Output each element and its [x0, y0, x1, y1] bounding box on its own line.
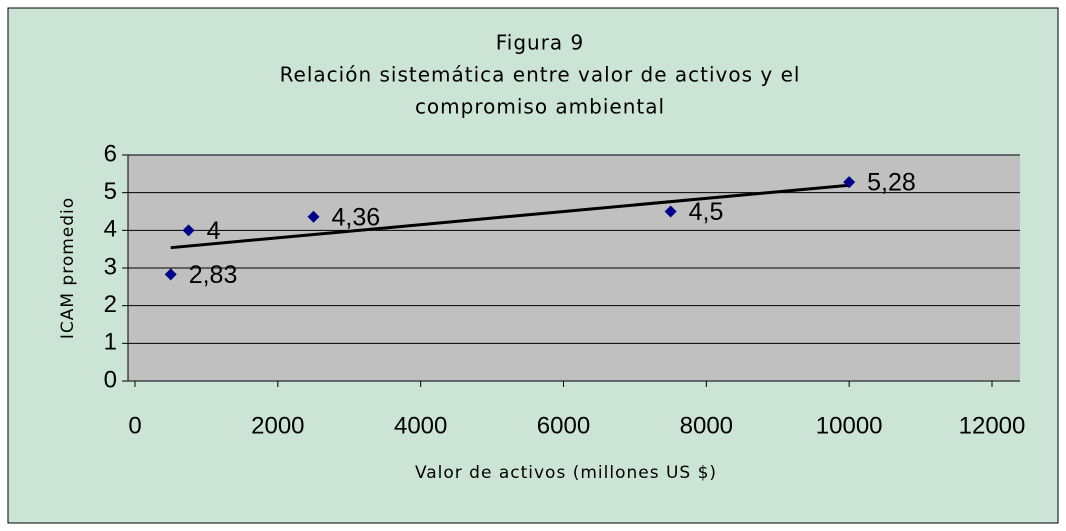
x-tick-label: 0 — [128, 412, 141, 439]
data-label: 4 — [207, 217, 221, 245]
y-tick-label: 4 — [104, 216, 117, 243]
x-tick-label: 10000 — [816, 412, 883, 439]
x-tick-label: 12000 — [959, 412, 1026, 439]
chart-title: compromiso ambiental — [415, 95, 665, 119]
data-label: 4,36 — [332, 203, 381, 231]
data-label: 4,5 — [689, 198, 724, 226]
data-point — [182, 224, 195, 237]
y-tick-label: 2 — [104, 291, 117, 318]
x-tick-label: 2000 — [251, 412, 304, 439]
y-tick-label: 3 — [104, 253, 117, 280]
x-tick-label: 4000 — [394, 412, 447, 439]
data-point — [843, 176, 856, 189]
y-tick-label: 6 — [104, 140, 117, 167]
data-point — [307, 210, 320, 223]
data-point — [164, 268, 177, 281]
y-tick-label: 0 — [104, 366, 117, 393]
chart-title: Relación sistemática entre valor de acti… — [280, 63, 801, 87]
data-label: 5,28 — [867, 169, 916, 197]
x-axis-title: Valor de activos (millones US $) — [415, 463, 717, 483]
x-tick-label: 8000 — [680, 412, 733, 439]
data-point — [664, 205, 677, 218]
trendline — [170, 183, 850, 250]
y-tick-label: 5 — [104, 178, 117, 205]
chart-title: Figura 9 — [496, 31, 585, 55]
x-tick-label: 6000 — [537, 412, 590, 439]
data-label: 2,83 — [189, 261, 238, 289]
y-tick-label: 1 — [104, 329, 117, 356]
y-axis-title: ICAM promedio — [58, 197, 78, 339]
